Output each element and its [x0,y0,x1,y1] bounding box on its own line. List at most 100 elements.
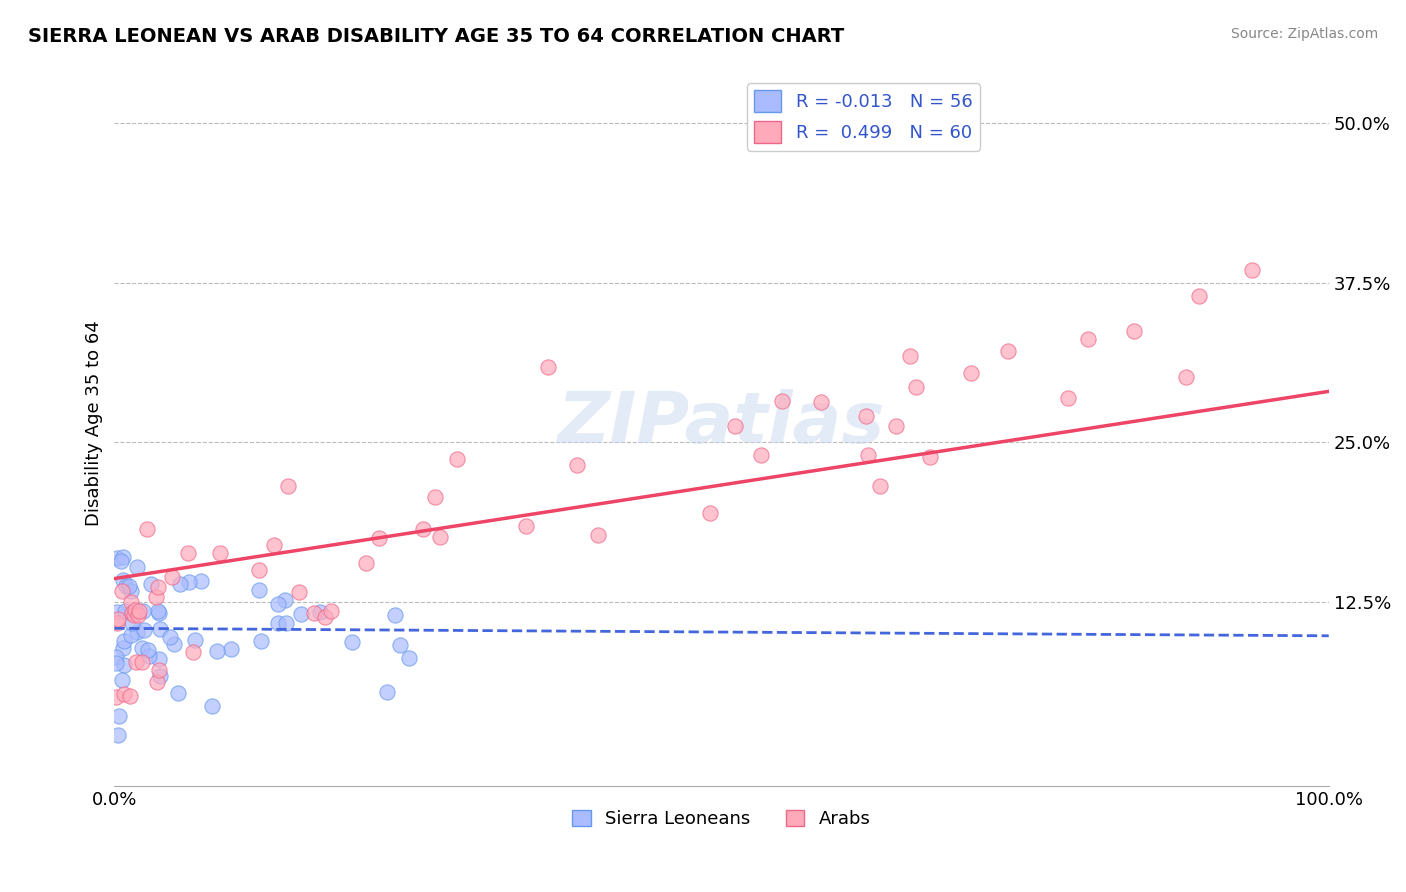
Point [412,522,434,536]
Point [586,528,609,542]
Point [1188,289,1211,303]
Point [136,522,159,536]
Point [104,650,127,665]
Point [136,643,159,657]
Point [111,673,134,688]
Point [724,419,747,434]
Point [118,579,141,593]
Point [208,546,231,560]
Point [127,625,149,640]
Point [118,690,141,704]
Point [121,606,143,620]
Point [177,546,200,560]
Point [132,624,155,638]
Point [429,530,451,544]
Point [249,563,271,577]
Point [1057,391,1080,405]
Point [249,633,271,648]
Text: ZIPatlas: ZIPatlas [558,389,886,458]
Point [128,604,150,618]
Point [247,583,270,598]
Point [131,655,153,669]
Point [810,394,832,409]
Text: SIERRA LEONEAN VS ARAB DISABILITY AGE 35 TO 64 CORRELATION CHART: SIERRA LEONEAN VS ARAB DISABILITY AGE 35… [28,27,845,45]
Point [308,606,330,620]
Point [288,584,311,599]
Point [302,607,325,621]
Point [108,708,131,723]
Point [145,590,167,604]
Point [110,554,132,568]
Point [121,615,143,630]
Point [319,604,342,618]
Point [105,616,128,631]
Point [749,448,772,462]
Point [146,674,169,689]
Point [354,557,377,571]
Point [146,580,169,594]
Point [267,597,290,611]
Point [389,638,412,652]
Point [146,604,169,618]
Point [105,605,128,619]
Point [120,628,142,642]
Point [160,569,183,583]
Point [314,609,336,624]
Point [111,584,134,599]
Point [111,640,134,655]
Point [273,592,295,607]
Point [267,616,290,631]
Point [124,603,146,617]
Point [148,652,170,666]
Point [565,458,588,473]
Point [107,729,129,743]
Point [105,551,128,566]
Point [375,685,398,699]
Point [120,595,142,609]
Point [181,645,204,659]
Point [179,575,201,590]
Point [1077,332,1099,346]
Point [131,604,153,618]
Legend: Sierra Leoneans, Arabs: Sierra Leoneans, Arabs [565,803,877,836]
Point [163,637,186,651]
Point [148,663,170,677]
Point [699,506,721,520]
Point [183,633,205,648]
Point [446,451,468,466]
Point [219,642,242,657]
Point [112,687,135,701]
Point [1174,369,1197,384]
Point [207,644,229,658]
Point [263,538,285,552]
Point [125,559,148,574]
Point [869,478,891,492]
Point [1123,324,1146,338]
Point [277,478,299,492]
Point [856,448,879,462]
Point [122,607,145,622]
Point [112,633,135,648]
Point [515,519,537,533]
Point [139,576,162,591]
Point [898,349,921,363]
Point [104,690,127,705]
Point [149,622,172,636]
Point [112,550,135,565]
Point [138,648,160,663]
Point [997,344,1019,359]
Point [120,583,142,598]
Point [131,641,153,656]
Text: Source: ZipAtlas.com: Source: ZipAtlas.com [1230,27,1378,41]
Point [274,615,297,630]
Point [115,578,138,592]
Point [201,698,224,713]
Point [290,607,312,621]
Point [111,573,134,587]
Point [169,577,191,591]
Point [107,612,129,626]
Point [121,605,143,619]
Point [105,656,128,670]
Point [125,655,148,669]
Point [159,630,181,644]
